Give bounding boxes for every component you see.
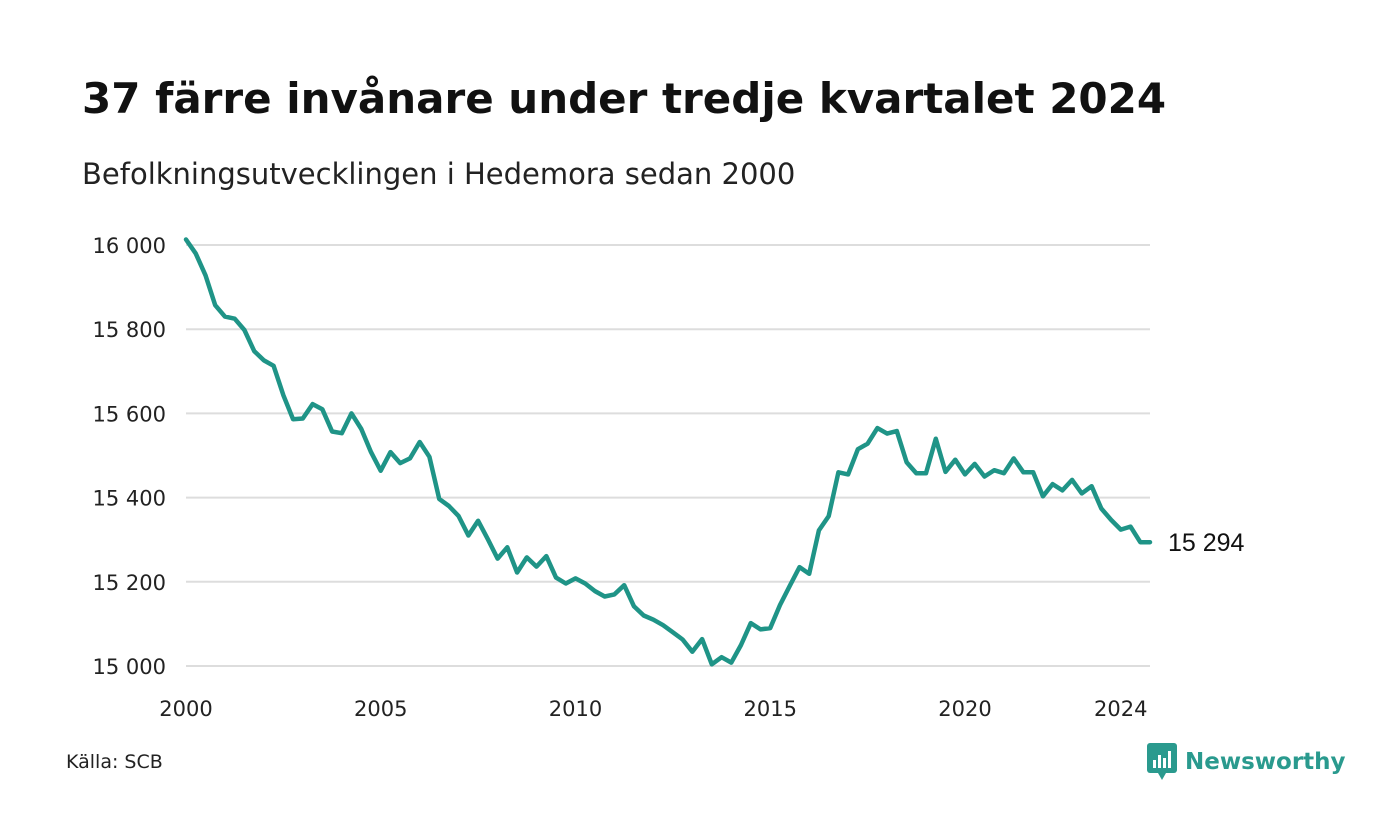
chart-title: 37 färre invånare under tredje kvartalet… [82,74,1167,123]
y-tick-label: 15 400 [93,487,166,511]
x-tick-label: 2015 [744,697,797,721]
y-tick-label: 16 000 [93,234,166,258]
y-tick-label: 15 000 [93,655,166,679]
end-value-label: 15 294 [1168,529,1245,557]
x-tick-label: 2020 [938,697,991,721]
population-line [183,237,1153,667]
x-tick-label: 2010 [549,697,602,721]
y-tick-label: 15 200 [93,571,166,595]
brand-logo: Newsworthy [1147,742,1346,782]
brand-name: Newsworthy [1185,749,1346,775]
x-tick-label: 2000 [159,697,212,721]
y-tick-label: 15 600 [93,402,166,426]
source-note: Källa: SCB [66,751,163,773]
y-tick-label: 15 800 [93,318,166,342]
newsworthy-logo-icon [1147,743,1177,780]
x-tick-label: 2024 [1094,697,1147,721]
x-tick-label: 2005 [354,697,407,721]
chart-subtitle: Befolkningsutvecklingen i Hedemora sedan… [82,157,796,191]
